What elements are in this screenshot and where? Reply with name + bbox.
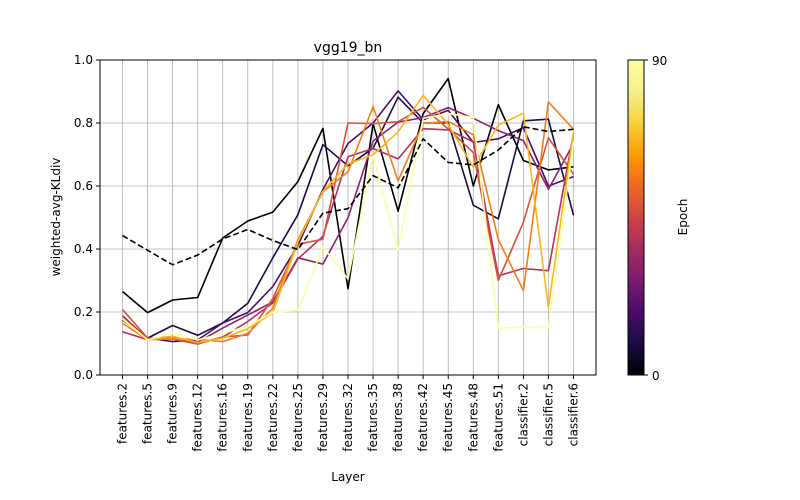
- series-line-dashed: [122, 126, 574, 266]
- x-tick-label: classifier.2: [516, 383, 530, 446]
- y-tick-label: 0.2: [74, 305, 93, 319]
- x-tick-label: features.22: [266, 383, 280, 452]
- x-tick-label: classifier.6: [567, 383, 581, 446]
- y-tick-label: 0.8: [74, 116, 93, 130]
- colorbar-min-label: 0: [652, 369, 660, 383]
- x-tick-label: features.51: [491, 383, 505, 452]
- x-tick-label: features.29: [316, 383, 330, 452]
- y-axis-ticks: 0.0 0.2 0.4 0.6 0.8 1.0: [74, 53, 100, 382]
- x-tick-label: features.19: [241, 383, 255, 452]
- series-line-epoch-0: [121, 77, 574, 314]
- series-line-epoch-7: [121, 94, 575, 344]
- x-tick-label: features.2: [116, 383, 130, 444]
- x-tick-label: features.5: [141, 383, 155, 444]
- x-tick-label: features.12: [191, 383, 205, 452]
- series-line-epoch-8: [121, 112, 575, 341]
- y-tick-label: 0.4: [74, 242, 93, 256]
- y-tick-label: 0.0: [74, 368, 93, 382]
- y-axis-label: weighted-avg-KLdiv: [49, 158, 63, 277]
- colorbar-max-label: 90: [652, 54, 667, 68]
- y-tick-label: 1.0: [74, 53, 93, 67]
- x-axis-label: Layer: [331, 470, 365, 484]
- colorbar-label: Epoch: [676, 199, 690, 236]
- x-tick-label: features.16: [216, 383, 230, 452]
- x-tick-label: features.38: [391, 383, 405, 452]
- x-tick-label: features.45: [441, 383, 455, 452]
- chart-title: vgg19_bn: [314, 40, 383, 56]
- x-tick-label: features.9: [166, 383, 180, 444]
- x-tick-label: classifier.5: [541, 383, 555, 446]
- x-tick-label: features.25: [291, 383, 305, 452]
- y-tick-label: 0.6: [74, 179, 93, 193]
- x-tick-label: features.35: [366, 383, 380, 452]
- x-tick-label: features.32: [341, 383, 355, 452]
- colorbar: [627, 59, 645, 376]
- x-tick-label: features.48: [466, 383, 480, 452]
- series-line-epoch-1: [122, 96, 575, 339]
- series-lines: [121, 77, 575, 345]
- series-line-epoch-5: [121, 106, 575, 345]
- x-tick-label: features.42: [416, 383, 430, 452]
- x-axis-ticks: features.2 features.5 features.9 features.1…: [116, 375, 581, 452]
